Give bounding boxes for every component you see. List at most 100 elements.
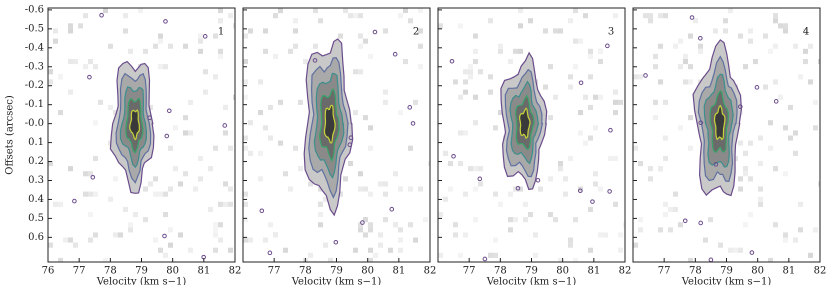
noise [293, 145, 298, 151]
noise [798, 201, 803, 207]
noise [163, 191, 168, 197]
noise [798, 74, 803, 80]
noise [283, 247, 288, 253]
noise [403, 8, 408, 14]
noise [498, 48, 503, 54]
noise [548, 115, 553, 121]
noise [368, 145, 373, 151]
noise [513, 217, 518, 223]
noise [478, 69, 483, 75]
noise [688, 115, 693, 121]
noise [768, 120, 773, 126]
noise [543, 84, 548, 90]
contour-spot [202, 34, 208, 39]
noise [398, 237, 403, 243]
noise [58, 74, 63, 80]
noise [813, 99, 818, 105]
noise [243, 79, 248, 85]
noise [228, 145, 233, 151]
noise [578, 38, 583, 44]
noise [98, 99, 103, 105]
noise [78, 23, 83, 29]
noise [58, 110, 63, 116]
contour-spot [608, 127, 613, 133]
noise [268, 104, 273, 110]
noise [68, 23, 73, 29]
noise [783, 23, 788, 29]
x-tick-label: 77 [268, 266, 281, 277]
noise [383, 181, 388, 187]
noise [618, 232, 623, 238]
noise [773, 43, 778, 49]
noise [593, 181, 598, 187]
contour-spot [535, 177, 541, 183]
noise [458, 252, 463, 258]
noise [58, 257, 63, 262]
noise [143, 48, 148, 54]
noise [613, 201, 618, 207]
noise [218, 237, 223, 243]
noise [128, 227, 133, 233]
noise [673, 206, 678, 212]
noise [573, 217, 578, 223]
noise [493, 125, 498, 131]
noise [353, 110, 358, 116]
noise [573, 38, 578, 44]
noise [603, 232, 608, 238]
noise [648, 13, 653, 19]
noise [233, 23, 235, 29]
noise [248, 120, 253, 126]
y-tick-label: 0.5 [28, 213, 44, 224]
noise [248, 150, 253, 156]
noise [103, 8, 108, 14]
noise [713, 28, 718, 34]
noise [668, 227, 673, 233]
noise [158, 247, 163, 253]
noise [688, 64, 693, 70]
x-tick-label: 77 [463, 266, 476, 277]
noise [348, 161, 353, 167]
contour-spot [163, 19, 168, 24]
noise [358, 13, 363, 19]
noise [188, 247, 193, 253]
noise [153, 191, 158, 197]
noise [598, 94, 603, 100]
noise [418, 8, 423, 14]
noise [458, 23, 463, 29]
contour-spot [605, 43, 610, 49]
y-tick-label: -0.4 [25, 42, 44, 53]
noise [338, 33, 343, 39]
noise [743, 171, 748, 177]
noise [408, 222, 413, 228]
contour-spot [577, 188, 583, 194]
noise [698, 48, 703, 54]
noise [328, 257, 333, 262]
noise [113, 110, 118, 116]
noise [398, 186, 403, 192]
contour-spot [389, 206, 395, 212]
noise [663, 201, 668, 207]
noise [773, 166, 778, 172]
noise [538, 186, 543, 192]
noise [83, 171, 88, 177]
noise [808, 252, 813, 258]
noise [498, 43, 503, 49]
x-tick-label: 78 [299, 266, 312, 277]
noise [438, 212, 443, 218]
noise [293, 28, 298, 34]
noise [558, 257, 563, 262]
noise [568, 84, 573, 90]
noise [318, 222, 323, 228]
noise [368, 53, 373, 59]
noise [223, 201, 228, 207]
contour-spot [407, 105, 413, 110]
noise [68, 28, 73, 34]
noise [808, 79, 813, 85]
x-axis-label: Velocity (km s−1) [681, 277, 772, 285]
noise [363, 217, 368, 223]
noise [183, 115, 188, 121]
noise [168, 43, 173, 49]
noise [563, 176, 568, 182]
y-tick-label: -0.2 [25, 80, 44, 91]
noise [313, 43, 318, 49]
